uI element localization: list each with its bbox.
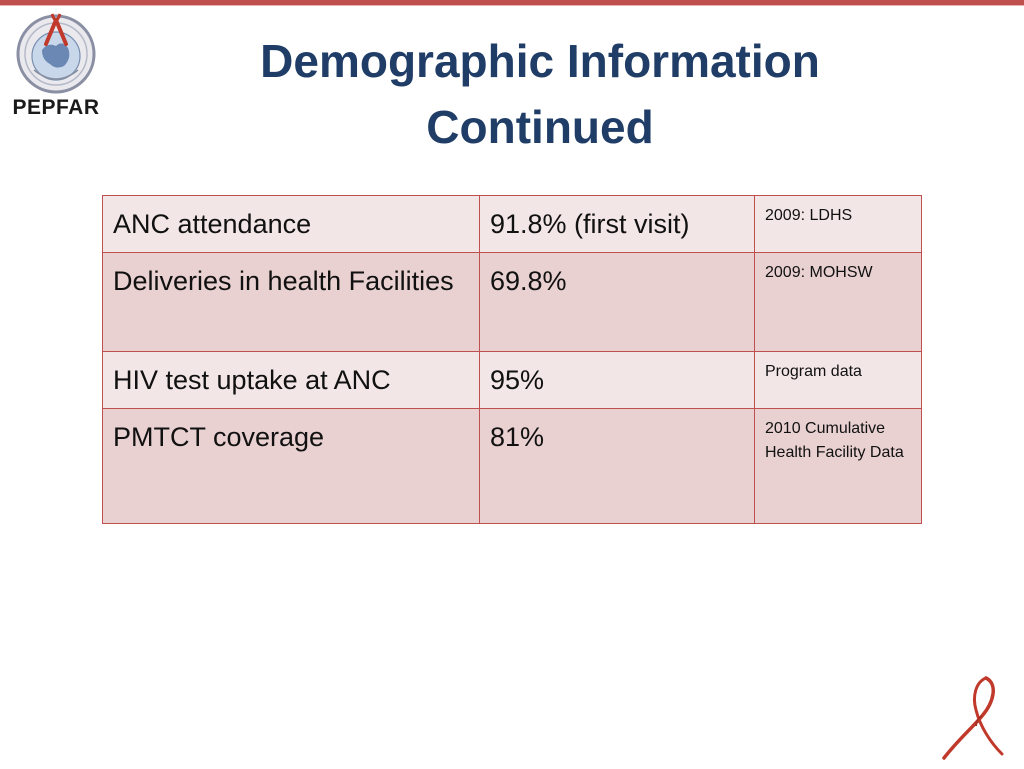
top-accent-rule bbox=[0, 0, 1024, 6]
source-cell: 2009: MOHSW bbox=[754, 252, 922, 352]
red-ribbon-icon bbox=[942, 676, 1004, 760]
pepfar-logo-text: PEPFAR bbox=[12, 96, 100, 119]
indicator-cell: ANC attendance bbox=[102, 195, 480, 253]
table-row: HIV test uptake at ANC 95% Program data bbox=[102, 351, 922, 409]
indicator-cell: HIV test uptake at ANC bbox=[102, 351, 480, 409]
value-cell: 69.8% bbox=[479, 252, 755, 352]
slide-title-line-1: Demographic Information bbox=[260, 35, 820, 87]
source-cell: 2010 Cumulative Health Facility Data bbox=[754, 408, 922, 524]
table-row: Deliveries in health Facilities 69.8% 20… bbox=[102, 252, 922, 352]
value-cell: 95% bbox=[479, 351, 755, 409]
indicator-cell: PMTCT coverage bbox=[102, 408, 480, 524]
pepfar-seal-icon bbox=[16, 13, 96, 94]
pepfar-logo: PEPFAR bbox=[6, 10, 106, 126]
indicator-cell: Deliveries in health Facilities bbox=[102, 252, 480, 352]
red-ribbon-corner bbox=[936, 674, 1010, 764]
table-row: PMTCT coverage 81% 2010 Cumulative Healt… bbox=[102, 408, 922, 524]
demographic-table: ANC attendance 91.8% (first visit) 2009:… bbox=[102, 195, 922, 524]
slide-title: Demographic Information Continued bbox=[190, 28, 890, 160]
value-cell: 81% bbox=[479, 408, 755, 524]
source-cell: Program data bbox=[754, 351, 922, 409]
source-cell: 2009: LDHS bbox=[754, 195, 922, 253]
value-cell: 91.8% (first visit) bbox=[479, 195, 755, 253]
table-row: ANC attendance 91.8% (first visit) 2009:… bbox=[102, 195, 922, 253]
slide-title-line-2: Continued bbox=[426, 101, 654, 153]
